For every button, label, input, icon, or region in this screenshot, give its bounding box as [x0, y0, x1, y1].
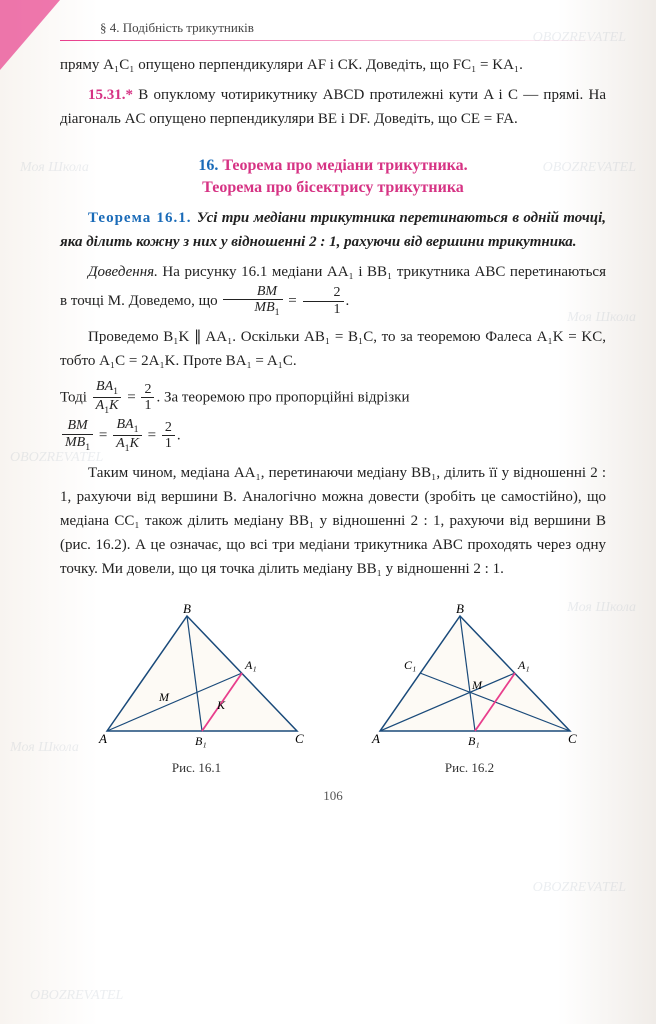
problem-15-31: 15.31.* В опуклому чотирикутнику ABCD пр… — [60, 83, 606, 131]
label-A: A — [98, 731, 107, 746]
triangle-diagram-1: A B C A₁ B₁ M K — [87, 601, 307, 751]
section-title-line2: Теорема про бісектрису трикутника — [202, 179, 464, 196]
triangle-diagram-2: A B C A₁ B₁ C₁ M — [360, 601, 580, 751]
label-A1: A₁ — [244, 658, 257, 672]
watermark: OBOZREVATEL — [30, 988, 123, 1004]
proof-text-3a: Тоді — [60, 389, 91, 405]
proof-line1: Доведення. На рисунку 16.1 медіани AA₁ і… — [60, 260, 606, 319]
fraction-ba1-a1k-b: BA1A1K — [113, 417, 142, 455]
section-number: 16. — [198, 157, 218, 174]
page-content: § 4. Подібність трикутників пряму A₁C₁ о… — [0, 0, 656, 824]
figure-1-caption: Рис. 16.1 — [87, 760, 307, 776]
label-M: M — [471, 678, 483, 692]
fraction-bm-mb1-b: BMMB1 — [62, 418, 93, 453]
proof-text-1b: . — [346, 293, 350, 309]
label-A: A — [371, 731, 380, 746]
label-C1: C₁ — [404, 658, 416, 672]
proof-line3: Тоді BA1A1K = 21. За теоремою про пропор… — [60, 379, 606, 455]
section-header: § 4. Подібність трикутників — [60, 20, 606, 36]
label-C: C — [568, 731, 577, 746]
fraction-ba1-a1k: BA1A1K — [93, 379, 122, 417]
section-divider — [60, 40, 606, 41]
label-A1: A₁ — [517, 658, 530, 672]
label-B: B — [183, 601, 191, 616]
figure-16-2: A B C A₁ B₁ C₁ M Рис. 16.2 — [360, 601, 580, 776]
proof-line2: Проведемо B₁K ∥ AA₁. Оскільки AB₁ = B₁C,… — [60, 325, 606, 373]
proof-text-3b: . За теоремою про пропорційні відрізки — [156, 389, 409, 405]
figure-2-caption: Рис. 16.2 — [360, 760, 580, 776]
proof-text-3c: . — [177, 427, 181, 443]
page-number: 106 — [60, 788, 606, 804]
label-B1: B₁ — [195, 734, 207, 748]
fraction-2-1-c: 21 — [162, 420, 175, 452]
label-B1: B₁ — [468, 734, 480, 748]
proof-label: Доведення. — [88, 264, 158, 280]
watermark: OBOZREVATEL — [533, 880, 626, 896]
label-C: C — [295, 731, 304, 746]
section-title-line1: Теорема про медіани трикутника. — [222, 157, 467, 174]
figures-row: A B C A₁ B₁ M K Рис. 16.1 A B C A₁ B — [60, 601, 606, 776]
fraction-2-1: 21 — [303, 285, 344, 317]
figure-16-1: A B C A₁ B₁ M K Рис. 16.1 — [87, 601, 307, 776]
label-B: B — [456, 601, 464, 616]
problem-text: В опуклому чотирикутнику ABCD протилежні… — [60, 87, 606, 127]
fraction-2-1-b: 21 — [141, 382, 154, 414]
paragraph-continuation: пряму A₁C₁ опущено перпендикуляри AF і C… — [60, 53, 606, 77]
label-M: M — [158, 690, 170, 704]
fraction-bm-mb1: BMMB1 — [223, 284, 282, 319]
problem-number: 15.31.* — [88, 87, 133, 103]
label-K: K — [216, 698, 226, 712]
proof-line4: Таким чином, медіана AA₁, перетинаючи ме… — [60, 461, 606, 581]
theorem-16-1: Теорема 16.1. Усі три медіани трикутника… — [60, 206, 606, 254]
section-16-title: 16. Теорема про медіани трикутника. Теор… — [60, 155, 606, 200]
theorem-label: Теорема 16.1. — [88, 210, 197, 226]
